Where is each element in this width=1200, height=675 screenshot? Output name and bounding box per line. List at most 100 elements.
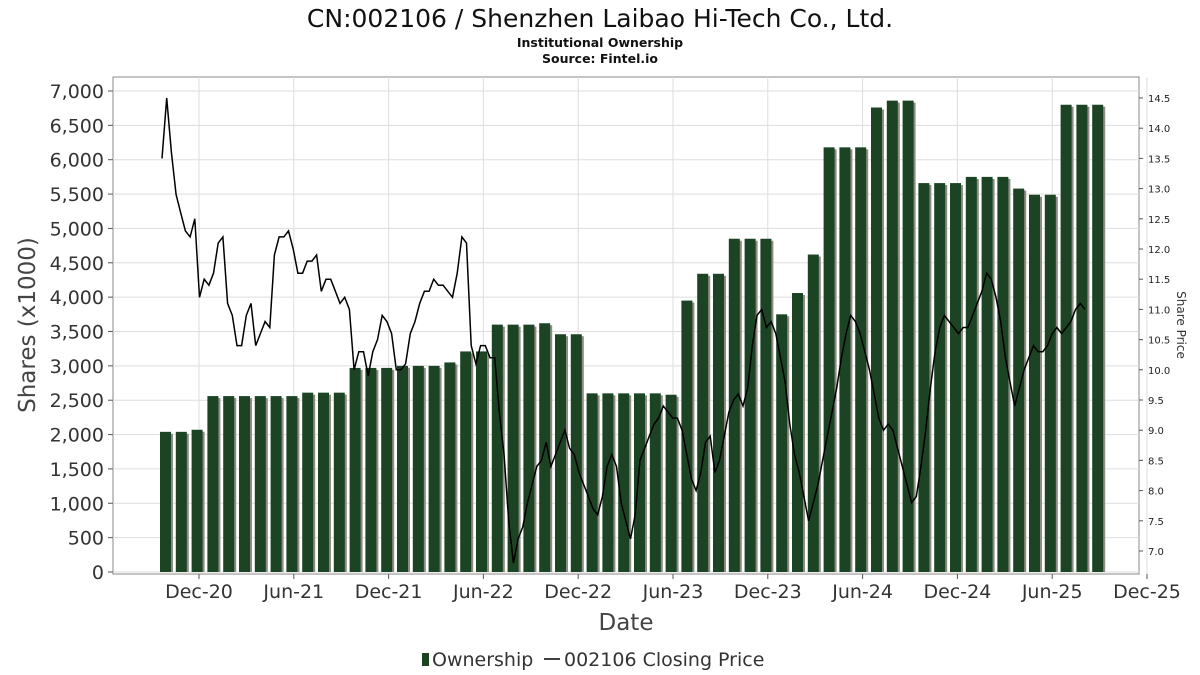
y-tick-label: 7,000 bbox=[50, 81, 104, 103]
ownership-bar bbox=[649, 393, 661, 572]
price-line-layer bbox=[161, 97, 1086, 564]
y-tick-label: 1,500 bbox=[50, 459, 104, 481]
ownership-bar bbox=[886, 100, 898, 573]
ownership-bar bbox=[681, 300, 693, 572]
ownership-bar bbox=[397, 365, 408, 572]
y2-tick-label: 9.0 bbox=[1148, 426, 1164, 437]
ownership-bar bbox=[191, 429, 203, 572]
y2-tick-label: 10.0 bbox=[1148, 366, 1170, 377]
x-tick-label: Jun-23 bbox=[642, 581, 704, 603]
price-line bbox=[161, 97, 1086, 564]
y2-tick-label: 14.5 bbox=[1148, 94, 1170, 105]
y-tick-label: 5,000 bbox=[50, 218, 104, 240]
y2-tick-label: 8.0 bbox=[1148, 487, 1164, 498]
ownership-bar bbox=[728, 238, 740, 572]
y2-tick-label: 12.0 bbox=[1148, 245, 1170, 256]
ownership-bar bbox=[792, 293, 803, 572]
y-tick-label: 4,500 bbox=[50, 253, 104, 275]
x-tick-label: Dec-22 bbox=[544, 581, 612, 603]
y2-tick-label: 14.0 bbox=[1148, 124, 1170, 135]
chart-title: CN:002106 / Shenzhen Laibao Hi-Tech Co.,… bbox=[307, 4, 893, 33]
y-tick-label: 5,500 bbox=[50, 184, 104, 206]
ownership-bar bbox=[254, 396, 266, 572]
y2-axis-title: Share Price bbox=[1174, 291, 1188, 359]
x-axis-title: Date bbox=[599, 610, 654, 636]
ownership-bar bbox=[460, 351, 472, 572]
ownership-bar bbox=[333, 392, 345, 572]
x-tick-label: Dec-25 bbox=[1113, 581, 1181, 603]
ownership-bar bbox=[160, 431, 171, 572]
ownership-bar bbox=[1092, 104, 1104, 572]
ownership-bar bbox=[1029, 194, 1040, 572]
x-axis-ticks: Dec-20 Jun-21 Dec-21 Jun-22 Dec-22 Jun-23 Dec-… bbox=[165, 574, 1181, 603]
ownership-bar bbox=[381, 367, 393, 572]
ownership-bar bbox=[839, 147, 851, 573]
ownership-bar bbox=[934, 183, 946, 572]
x-tick-label: Jun-21 bbox=[262, 581, 324, 603]
legend-ownership-label: Ownership bbox=[432, 649, 533, 671]
ownership-bar bbox=[507, 324, 519, 572]
ownership-bar bbox=[744, 238, 756, 572]
ownership-bar bbox=[1013, 188, 1025, 572]
ownership-bar bbox=[586, 393, 598, 572]
x-tick-label: Jun-24 bbox=[831, 581, 893, 603]
ownership-bar bbox=[697, 273, 709, 572]
x-tick-label: Jun-25 bbox=[1021, 581, 1083, 603]
legend-price-label: 002106 Closing Price bbox=[564, 649, 764, 671]
y2-tick-label: 11.0 bbox=[1148, 305, 1170, 316]
legend: Ownership 002106 Closing Price bbox=[422, 649, 764, 671]
x-tick-label: Jun-22 bbox=[452, 581, 514, 603]
x-tick-label: Dec-23 bbox=[734, 581, 802, 603]
y-tick-label: 6,500 bbox=[50, 115, 104, 137]
ownership-bar bbox=[523, 324, 535, 572]
ownership-bar bbox=[318, 392, 329, 572]
y-tick-label: 4,000 bbox=[50, 287, 104, 309]
ownership-bar bbox=[491, 324, 503, 572]
ownership-bar bbox=[760, 238, 772, 572]
ownership-bar bbox=[207, 396, 219, 572]
ownership-bar bbox=[286, 396, 298, 572]
ownership-bar bbox=[602, 393, 614, 572]
ownership-bar bbox=[239, 396, 250, 572]
y-tick-label: 1,000 bbox=[50, 493, 104, 515]
x-tick-label: Dec-24 bbox=[923, 581, 991, 603]
ownership-bar bbox=[476, 351, 487, 572]
right-axis-ticks: 7.0 7.5 8.0 8.5 9.0 9.5 10.0 10.5 11.0 11.5 12.0 12… bbox=[1139, 94, 1170, 558]
ownership-bar bbox=[412, 365, 424, 572]
ownership-bar bbox=[223, 396, 235, 572]
ownership-bar bbox=[965, 176, 977, 572]
ownership-bar bbox=[444, 362, 456, 572]
y2-tick-label: 13.0 bbox=[1148, 185, 1170, 196]
x-tick-label: Dec-20 bbox=[165, 581, 233, 603]
y2-tick-label: 11.5 bbox=[1148, 275, 1170, 286]
ownership-bar bbox=[1044, 194, 1056, 572]
ownership-bar bbox=[270, 396, 282, 572]
x-tick-label: Dec-21 bbox=[355, 581, 423, 603]
ownership-bar bbox=[634, 393, 645, 572]
y-tick-label: 500 bbox=[68, 528, 104, 550]
y2-tick-label: 8.5 bbox=[1148, 456, 1164, 467]
ownership-bar bbox=[570, 334, 582, 572]
ownership-bar bbox=[1060, 104, 1072, 572]
left-axis-ticks: 0 500 1,000 1,500 2,000 2,500 3,000 3,500 4,000 4… bbox=[50, 81, 113, 584]
ownership-bar bbox=[713, 273, 724, 572]
y2-tick-label: 12.5 bbox=[1148, 215, 1170, 226]
ownership-bar bbox=[902, 100, 914, 573]
y2-tick-label: 13.5 bbox=[1148, 154, 1170, 165]
chart-subtitle: Institutional Ownership bbox=[517, 35, 683, 50]
ownership-bar bbox=[175, 431, 187, 572]
ownership-bar bbox=[776, 314, 788, 572]
ownership-bar bbox=[555, 334, 566, 572]
ownership-bar bbox=[618, 393, 630, 572]
y-tick-label: 2,000 bbox=[50, 425, 104, 447]
ownership-bar bbox=[950, 183, 961, 572]
ownership-bar bbox=[871, 107, 882, 573]
ownership-bar bbox=[918, 183, 930, 572]
y2-tick-label: 9.5 bbox=[1148, 396, 1164, 407]
y2-tick-label: 10.5 bbox=[1148, 336, 1170, 347]
y-tick-label: 3,500 bbox=[50, 322, 104, 344]
y-tick-label: 3,000 bbox=[50, 356, 104, 378]
ownership-bar bbox=[823, 147, 835, 573]
ownership-bar bbox=[855, 147, 867, 573]
